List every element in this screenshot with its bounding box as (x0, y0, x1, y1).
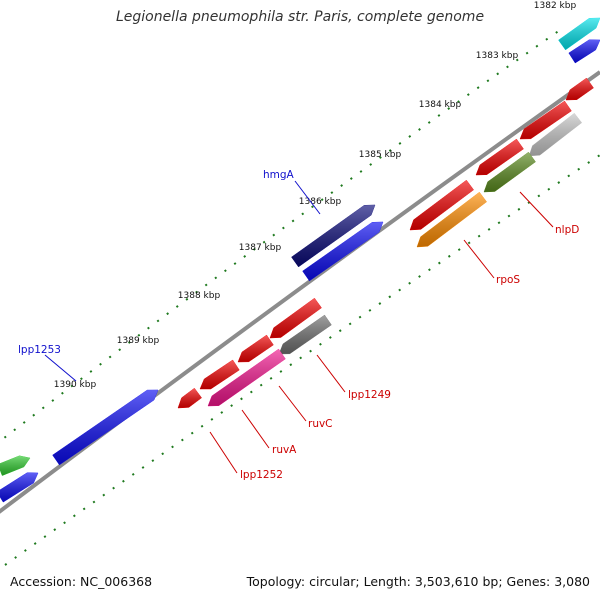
gene-feature-shade (270, 298, 322, 338)
gene-feature-shade (520, 101, 572, 139)
gene-feature-shade (417, 192, 487, 247)
scale-label: 1383 kbp (476, 51, 519, 61)
scale-label: 1384 kbp (419, 100, 462, 110)
gene-label: hmgA (263, 169, 295, 181)
gene-feature-shade (291, 205, 375, 267)
gene-label: ruvC (308, 418, 333, 430)
gene-feature-shade (566, 78, 594, 100)
scale-label: 1385 kbp (359, 150, 402, 160)
gene-label: lpp1249 (348, 389, 391, 401)
scale-label: 1386 kbp (299, 197, 342, 207)
gene-label-leader (463, 239, 495, 279)
gene-label-leader (519, 191, 554, 228)
genome-summary-text: Topology: circular; Length: 3,503,610 bp… (246, 574, 590, 589)
gene-feature-shade (0, 472, 38, 503)
gene-labels: hmgA lpp1253 nlpD rpoS lpp1249 ruvC ruvA lpp125… (18, 169, 579, 481)
scale-label: 1387 kbp (239, 243, 282, 253)
gene-label-leader (241, 409, 270, 449)
gene-feature-shade (238, 335, 274, 362)
accession-text: Accession: NC_006368 (10, 574, 153, 589)
gene-label: ruvA (272, 444, 297, 456)
gene-feature-shade (52, 390, 158, 465)
scale-label: 1390 kbp (54, 380, 97, 390)
gene-feature-shade (0, 455, 30, 476)
gene-label-leader (44, 354, 77, 382)
map-title: Legionella pneumophila str. Paris, compl… (115, 9, 485, 25)
gene-feature-shade (208, 349, 286, 406)
gene-label-leader (278, 385, 307, 422)
gene-feature-shade (200, 360, 240, 389)
gene-feature-shade (484, 152, 536, 192)
reverse-tick-track (4, 154, 600, 566)
gene-feature-shade (279, 315, 332, 354)
gene-label: lpp1252 (240, 469, 283, 481)
gene-label-leader (316, 354, 346, 393)
gene-feature-shade (410, 180, 474, 230)
gene-label-leader (209, 431, 238, 474)
gene-feature-shade (476, 139, 524, 175)
gene-feature-shade (302, 222, 383, 281)
scale-label: 1382 kbp (534, 1, 577, 11)
gene-label: nlpD (555, 224, 579, 236)
gene-label: lpp1253 (18, 344, 61, 356)
scale-label: 1388 kbp (178, 291, 221, 301)
gene-feature-shade (568, 39, 600, 63)
scale-label: 1389 kbp (117, 336, 160, 346)
gene-label: rpoS (496, 274, 520, 286)
gene-feature-shade (558, 18, 600, 50)
gene-label-leader (294, 180, 321, 215)
gene-features (0, 17, 600, 503)
gene-feature-shade (178, 388, 202, 408)
scale-labels: 1382 kbp 1383 kbp 1384 kbp 1385 kbp 1386 kbp… (54, 1, 577, 390)
genome-backbone (0, 70, 600, 514)
gene-feature-shade (529, 113, 582, 156)
